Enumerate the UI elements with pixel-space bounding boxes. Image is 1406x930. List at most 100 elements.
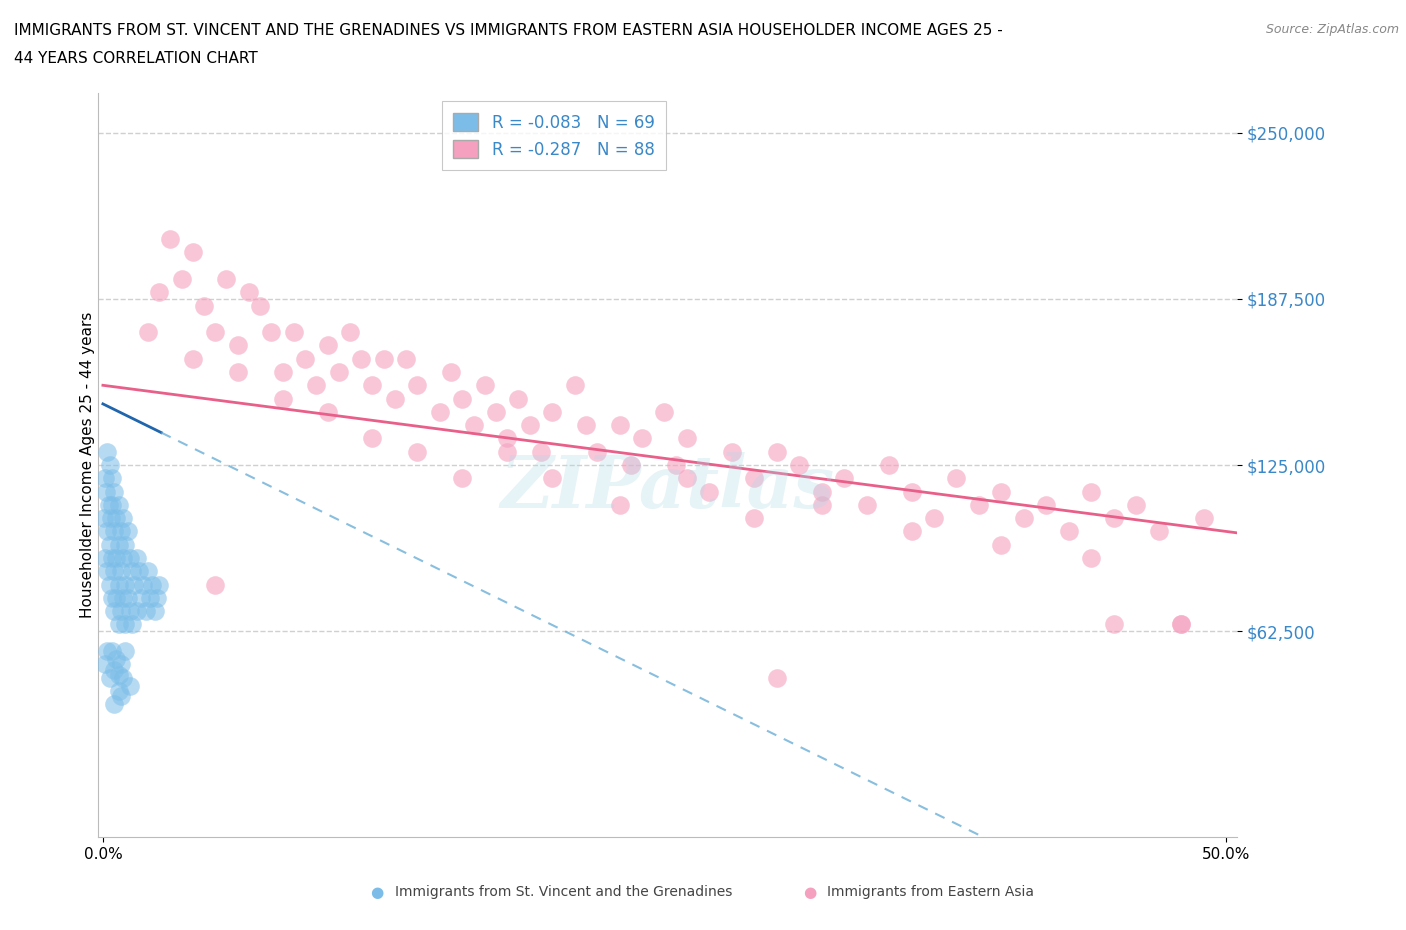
Point [765,445,787,459]
Point [226,365,249,379]
Point [103,662,125,677]
Point [117,591,139,605]
Point [990,485,1012,499]
Point [110,524,132,538]
Point [967,498,990,512]
Point [271,365,294,379]
Point [238,285,260,299]
Point [193,299,215,313]
Point [260,325,283,339]
Point [136,564,159,578]
Point [373,352,395,366]
Point [105,551,128,565]
Point [765,671,787,685]
Point [451,392,474,406]
Point [125,604,148,618]
Point [204,325,226,339]
Point [107,684,129,698]
Point [249,299,271,313]
Point [105,652,128,667]
Point [361,431,384,445]
Point [316,338,339,352]
Point [1125,498,1147,512]
Point [541,471,564,485]
Point [665,458,688,472]
Point [105,511,128,525]
Point [114,644,136,658]
Text: ●: ● [803,885,815,900]
Point [215,272,238,286]
Point [496,431,519,445]
Point [141,578,163,592]
Point [98,538,121,552]
Point [121,564,143,578]
Point [609,498,631,512]
Point [101,551,124,565]
Point [316,405,339,419]
Point [139,591,162,605]
Point [103,604,125,618]
Point [620,458,643,472]
Point [787,458,810,472]
Point [810,498,832,512]
Point [129,591,152,605]
Point [429,405,451,419]
Point [97,498,120,512]
Point [283,325,305,339]
Y-axis label: Householder Income Ages 25 - 44 years: Householder Income Ages 25 - 44 years [80,312,94,618]
Point [204,578,226,592]
Point [112,591,135,605]
Point [676,431,699,445]
Point [855,498,877,512]
Point [226,338,249,352]
Point [564,378,586,392]
Point [900,485,922,499]
Point [305,378,328,392]
Point [744,471,766,485]
Point [832,471,855,485]
Point [922,511,945,525]
Point [271,392,294,406]
Point [94,471,117,485]
Text: Source: ZipAtlas.com: Source: ZipAtlas.com [1265,23,1399,36]
Point [1170,617,1192,631]
Point [406,445,429,459]
Point [631,431,654,445]
Point [1147,524,1170,538]
Point [114,617,136,631]
Point [496,445,519,459]
Point [945,471,967,485]
Point [105,591,128,605]
Point [609,418,631,432]
Point [1170,617,1192,631]
Point [676,471,699,485]
Point [1080,551,1102,565]
Point [519,418,541,432]
Point [339,325,361,339]
Point [98,458,121,472]
Point [103,485,125,499]
Point [103,564,125,578]
Point [98,578,121,592]
Point [654,405,676,419]
Point [117,524,139,538]
Point [699,485,721,499]
Point [112,671,135,685]
Point [143,604,166,618]
Point [350,352,373,366]
Point [1080,485,1102,499]
Point [451,471,474,485]
Text: Immigrants from Eastern Asia: Immigrants from Eastern Asia [827,885,1035,899]
Point [586,445,609,459]
Point [96,564,118,578]
Point [101,471,124,485]
Text: ●: ● [370,885,382,900]
Point [406,378,429,392]
Point [440,365,463,379]
Point [114,538,136,552]
Point [877,458,900,472]
Point [96,524,118,538]
Text: IMMIGRANTS FROM ST. VINCENT AND THE GRENADINES VS IMMIGRANTS FROM EASTERN ASIA H: IMMIGRANTS FROM ST. VINCENT AND THE GREN… [14,23,1002,38]
Point [810,485,832,499]
Point [181,352,204,366]
